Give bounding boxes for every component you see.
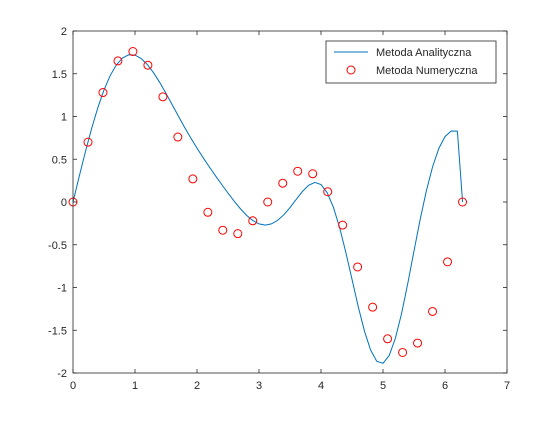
y-tick-label: 0 xyxy=(61,197,67,209)
y-tick-label: 2 xyxy=(61,26,67,38)
x-tick-label: 4 xyxy=(318,380,324,392)
data-point-numerical xyxy=(218,225,228,235)
legend-box xyxy=(325,40,497,84)
y-tick-label: -1.5 xyxy=(48,325,67,337)
data-point-numerical xyxy=(383,334,393,344)
legend-label: Metoda Numeryczna xyxy=(376,65,478,77)
y-tick-label: -1 xyxy=(57,283,67,295)
data-point-numerical xyxy=(173,132,183,142)
legend-label: Metoda Analityczna xyxy=(376,47,472,59)
legend-swatch-marker xyxy=(346,65,356,75)
legend: Metoda Analityczna Metoda Numeryczna xyxy=(325,40,497,84)
y-tick-label: -0.5 xyxy=(48,240,67,252)
data-point-numerical xyxy=(413,338,423,348)
x-tick-label: 5 xyxy=(380,380,386,392)
data-point-numerical xyxy=(263,197,273,207)
data-point-numerical xyxy=(398,347,408,357)
x-tick-label: 6 xyxy=(442,380,448,392)
data-point-numerical xyxy=(98,88,108,98)
data-point-numerical xyxy=(338,220,348,230)
y-tick-label: 1.5 xyxy=(52,69,67,81)
data-point-numerical xyxy=(368,302,378,312)
x-tick-label: 1 xyxy=(132,380,138,392)
data-point-numerical xyxy=(203,207,213,217)
data-point-numerical xyxy=(293,166,303,176)
x-tick-label: 0 xyxy=(70,380,76,392)
y-tick-label: -2 xyxy=(57,368,67,380)
x-axis: 0 1 2 3 4 5 6 7 xyxy=(70,31,510,392)
y-tick-label: 1 xyxy=(61,112,67,124)
data-point-numerical xyxy=(248,216,258,226)
x-tick-label: 3 xyxy=(256,380,262,392)
x-tick-label: 7 xyxy=(504,380,510,392)
data-point-numerical xyxy=(233,229,243,239)
data-point-numerical xyxy=(458,197,468,207)
data-point-numerical xyxy=(158,92,168,102)
data-point-numerical xyxy=(143,60,153,70)
x-tick-label: 2 xyxy=(194,380,200,392)
y-axis: -2 -1.5 -1 -0.5 0 0.5 1 1.5 2 xyxy=(48,26,507,380)
data-point-numerical xyxy=(278,178,288,188)
data-point-numerical xyxy=(428,306,438,316)
data-point-numerical xyxy=(113,56,123,66)
data-point-numerical xyxy=(353,262,363,272)
data-point-numerical xyxy=(83,137,93,147)
data-point-numerical xyxy=(308,169,318,179)
data-point-numerical xyxy=(128,47,138,57)
y-tick-label: 0.5 xyxy=(52,154,67,166)
series-layer xyxy=(68,47,468,364)
series-line-analytical xyxy=(72,54,464,364)
data-point-numerical xyxy=(443,257,453,267)
data-point-numerical xyxy=(323,187,333,197)
data-point-numerical xyxy=(188,174,198,184)
plot-area xyxy=(73,31,507,373)
